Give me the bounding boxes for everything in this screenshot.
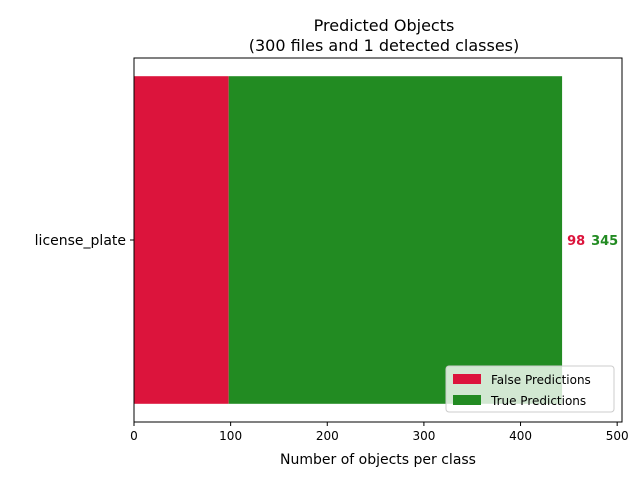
x-tick-label-300: 300 [412, 429, 435, 443]
legend: False Predictions True Predictions [445, 365, 615, 413]
data-labels: 98 345 [567, 234, 618, 249]
chart-title-line1: Predicted Objects [314, 16, 455, 35]
x-tick-label-200: 200 [316, 429, 339, 443]
x-tick-label-0: 0 [130, 429, 138, 443]
legend-label-true-predictions: True Predictions [490, 394, 586, 408]
chart-title-line2: (300 files and 1 detected classes) [249, 36, 520, 55]
bar-false-predictions-license-plate [134, 76, 229, 404]
y-tick-label-license-plate: license_plate [35, 233, 126, 249]
x-axis-label: Number of objects per class [280, 452, 476, 468]
x-tick-label-100: 100 [219, 429, 242, 443]
x-tick-label-400: 400 [509, 429, 532, 443]
data-label-false-predictions: 98 [567, 234, 585, 249]
x-axis-ticks: 0 100 200 300 400 500 [130, 422, 629, 443]
data-label-true-predictions: 345 [591, 234, 618, 249]
x-tick-label-500: 500 [606, 429, 629, 443]
legend-label-false-predictions: False Predictions [491, 373, 591, 387]
bars-group [134, 76, 563, 404]
bar-true-predictions-license-plate [228, 76, 563, 404]
legend-swatch-false-predictions [453, 374, 481, 384]
legend-box [445, 365, 615, 413]
legend-swatch-true-predictions [453, 395, 481, 405]
y-axis-ticks: license_plate [35, 233, 134, 249]
